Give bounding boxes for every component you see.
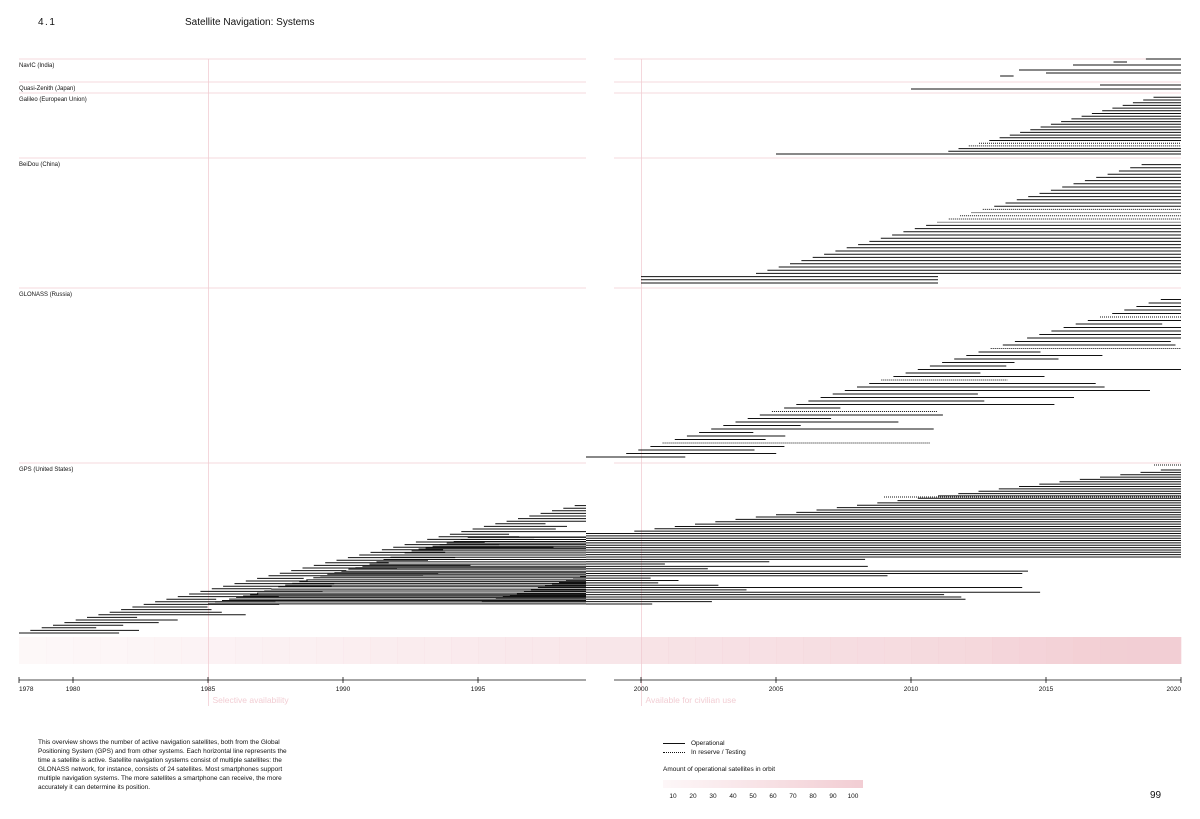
coverage-heat-cell <box>208 637 236 664</box>
x-tick-label: 2000 <box>634 686 649 693</box>
coverage-heat-cell <box>911 637 939 664</box>
scale-labels: 10 20 30 40 50 60 70 80 90 100 <box>663 793 863 800</box>
x-tick-label: 2010 <box>904 686 919 693</box>
coverage-heat-cell <box>451 637 479 664</box>
coverage-heat-cell <box>343 637 371 664</box>
scale-label: 50 <box>749 793 757 800</box>
system-label: GPS (United States) <box>19 467 73 473</box>
x-tick-label: 2020 <box>1167 686 1182 693</box>
scale-label: 40 <box>729 793 737 800</box>
legend-reserve-label: In reserve / Testing <box>691 749 746 756</box>
coverage-heat-cell <box>776 637 804 664</box>
description-text: This overview shows the number of active… <box>38 739 287 791</box>
coverage-heat-cell <box>181 637 209 664</box>
section-number: 4.1 <box>38 17 57 28</box>
coverage-heat-cell <box>586 637 642 664</box>
legend-operational-label: Operational <box>691 740 725 747</box>
scale-label: 90 <box>829 793 837 800</box>
coverage-heat-cell <box>262 637 290 664</box>
scale-label: 80 <box>809 793 817 800</box>
coverage-heat-cell <box>532 637 560 664</box>
coverage-heat-cell <box>1019 637 1047 664</box>
x-tick-label: 2015 <box>1039 686 1054 693</box>
scale-label: 10 <box>669 793 677 800</box>
scale-label: 20 <box>689 793 697 800</box>
coverage-heat-cell <box>695 637 723 664</box>
event-marker-label: Selective availability <box>213 695 290 705</box>
coverage-heat-cell <box>938 637 966 664</box>
coverage-heat-cell <box>19 637 47 664</box>
x-tick-label: 1995 <box>471 686 486 693</box>
coverage-heat-cell <box>1154 637 1182 664</box>
scale-label: 100 <box>847 793 859 800</box>
coverage-heat-cell <box>127 637 155 664</box>
coverage-heat-cell <box>641 637 669 664</box>
coverage-heat-cell <box>46 637 74 664</box>
coverage-heat-cell <box>289 637 317 664</box>
coverage-heat-cell <box>749 637 777 664</box>
coverage-heat-cell <box>668 637 696 664</box>
coverage-heat-cell <box>100 637 128 664</box>
scale-label: 30 <box>709 793 717 800</box>
system-label: Galileo (European Union) <box>19 97 87 103</box>
x-tick-label: 1990 <box>336 686 351 693</box>
legend-reserve: In reserve / Testing <box>663 748 746 757</box>
coverage-heat-cell <box>154 637 182 664</box>
event-marker-label: Available for civilian use <box>646 695 737 705</box>
coverage-heat-cell <box>1073 637 1101 664</box>
coverage-heat-cell <box>857 637 885 664</box>
scale-label: 70 <box>789 793 797 800</box>
system-label: GLONASS (Russia) <box>19 292 72 298</box>
scale-title: Amount of operational satellites in orbi… <box>663 766 776 773</box>
x-tick-label: 2005 <box>769 686 784 693</box>
coverage-heat-cell <box>803 637 831 664</box>
legend-operational: Operational <box>663 739 746 748</box>
page-number: 99 <box>1150 790 1162 801</box>
x-tick-label: 1978 <box>19 686 34 693</box>
scale-label: 60 <box>769 793 777 800</box>
coverage-heat-cell <box>1127 637 1155 664</box>
system-label: NavIC (India) <box>19 63 54 69</box>
coverage-heat-cell <box>722 637 750 664</box>
coverage-heat-cell <box>235 637 263 664</box>
coverage-heat-cell <box>830 637 858 664</box>
coverage-heat-cell <box>73 637 101 664</box>
scale-gradient-bar <box>663 780 863 788</box>
x-tick-label: 1980 <box>66 686 81 693</box>
coverage-heat-cell <box>424 637 452 664</box>
system-label: BeiDou (China) <box>19 162 60 168</box>
system-label: Quasi-Zenith (Japan) <box>19 86 75 92</box>
page-title: Satellite Navigation: Systems <box>185 17 315 28</box>
coverage-heat-cell <box>1046 637 1074 664</box>
coverage-heat-cell <box>1100 637 1128 664</box>
coverage-heat-cell <box>370 637 398 664</box>
satellite-timeline-chart: Selective availability Available for civi… <box>18 58 1182 706</box>
legend: Operational In reserve / Testing <box>663 739 746 757</box>
coverage-heat-cell <box>965 637 993 664</box>
coverage-heat-cell <box>559 637 587 664</box>
x-tick-label: 1985 <box>201 686 216 693</box>
coverage-heat-cell <box>992 637 1020 664</box>
coverage-heat-cell <box>316 637 344 664</box>
coverage-heat-cell <box>478 637 506 664</box>
coverage-heat-cell <box>397 637 425 664</box>
coverage-heat-cell <box>884 637 912 664</box>
coverage-heat-cell <box>505 637 533 664</box>
solid-line-swatch <box>663 743 685 744</box>
dotted-line-swatch <box>663 752 685 753</box>
